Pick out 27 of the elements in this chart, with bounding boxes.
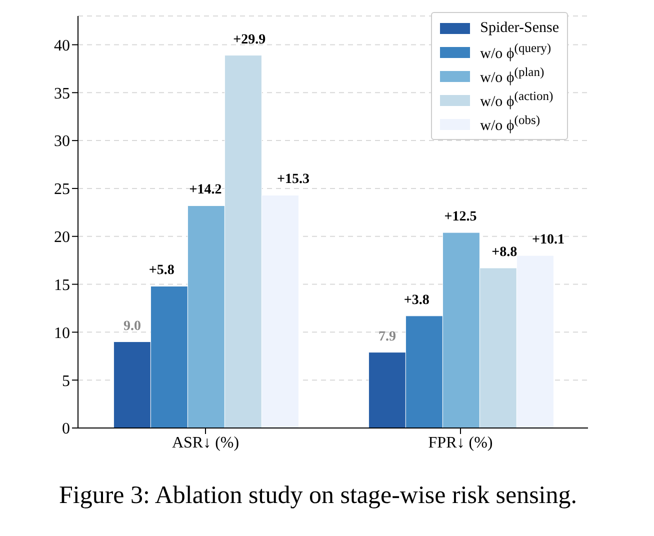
y-tick-label: 25 [54, 181, 70, 198]
annotation: +10.1 [532, 232, 564, 248]
annotation: +14.2 [189, 182, 222, 198]
legend-label: w/o ϕ$^{(obs)}$ [480, 113, 540, 135]
legend-label: Spider-Sense [480, 20, 559, 36]
data-label: 9.0 [123, 318, 141, 334]
y-tick-label: 15 [54, 276, 70, 294]
annotation: +29.9 [233, 32, 266, 48]
y-tick-label: 35 [54, 85, 70, 102]
data-label: 7.9 [378, 329, 396, 344]
legend-label: w/o ϕ$^{(plan)}$ [480, 65, 544, 87]
caption: Figure 3: Ablation study on stage-wise risk sensing. [58, 482, 578, 510]
legend-label: w/o ϕ$^{(action)}$ [480, 89, 554, 111]
annotation: +15.3 [276, 172, 310, 188]
y-tick-label: 30 [54, 133, 70, 150]
legend-label: w/o ϕ$^{(query)}$ [480, 41, 552, 63]
y-tick-label: 5 [62, 372, 70, 390]
x-tick-label: ASR↓ (%) [172, 434, 240, 452]
y-tick-label: 0 [62, 420, 70, 438]
y-tick-label: 40 [54, 37, 70, 54]
annotation: +5.8 [148, 263, 174, 278]
x-tick-label: FPR↓ (%) [428, 434, 493, 452]
annotation: +8.8 [492, 244, 518, 260]
y-tick-label: 20 [54, 229, 70, 246]
y-tick-label: 10 [54, 324, 70, 342]
annotation: +12.5 [444, 210, 477, 225]
annotation: +3.8 [404, 292, 430, 308]
